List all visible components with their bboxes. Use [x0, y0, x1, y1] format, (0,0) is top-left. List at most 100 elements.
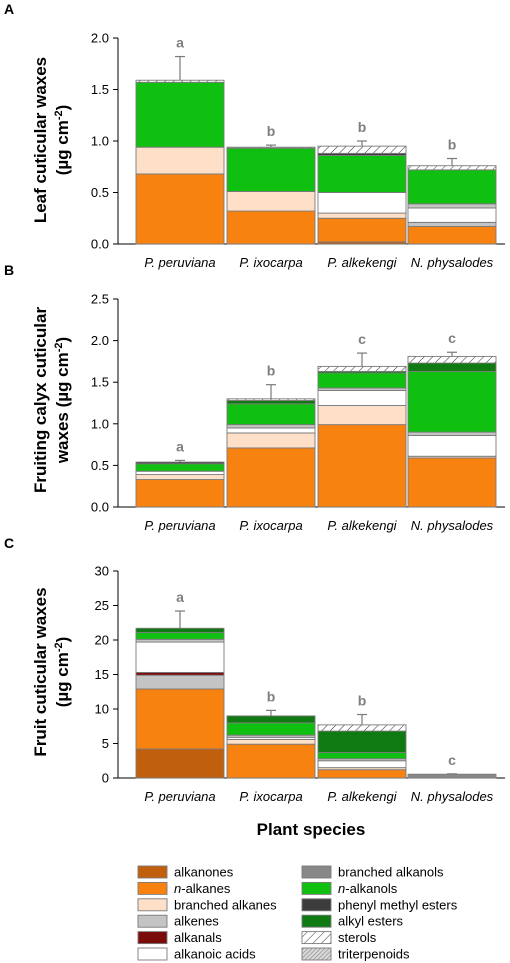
bar-segment [407, 370, 497, 433]
y-axis-title-b-exponent: -2 [53, 342, 65, 352]
significance-letter: a [176, 35, 184, 51]
bar-stack: b [226, 123, 316, 245]
y-tick-label: 2.0 [91, 333, 109, 348]
y-tick-label: 0.5 [91, 458, 109, 473]
bar-segment [317, 724, 407, 732]
bar-stack: b [317, 693, 407, 779]
legend-label: phenyl methyl esters [338, 897, 458, 912]
y-axis-title-b-close: ) [53, 337, 72, 343]
legend-swatch [301, 898, 332, 912]
category-label: P. alkekengi [327, 789, 397, 804]
bar-segment [135, 81, 225, 148]
panel-letter-c: C [4, 535, 14, 551]
bar-segment [226, 191, 316, 212]
category-label: P. alkekengi [327, 255, 397, 270]
legend-item: alkenes [137, 914, 219, 929]
bar-segment [226, 738, 316, 745]
significance-letter: c [448, 752, 456, 768]
category-label: N. physalodes [411, 789, 494, 804]
legend-item: triterpenoids [301, 947, 410, 962]
bar-segment [135, 79, 225, 83]
y-tick-label: 1.5 [91, 82, 109, 97]
bar-segment [317, 769, 407, 779]
legend-item: alkanoic acids [137, 947, 256, 962]
bar-segment [226, 400, 316, 405]
bar-segment [226, 447, 316, 508]
significance-letter: a [176, 589, 184, 605]
y-tick-label: 25 [95, 598, 109, 613]
bar-segment [317, 405, 407, 426]
bar-stack: b [407, 137, 497, 245]
y-axis-title-c-close: ) [53, 637, 72, 643]
legend-label: alkanoic acids [174, 947, 256, 962]
bar-segment [407, 203, 497, 209]
bar-segment [317, 424, 407, 508]
bar-segment [135, 146, 225, 175]
legend-label: alkanals [174, 930, 222, 945]
bar-segment [226, 427, 316, 434]
legend-swatch [137, 898, 168, 912]
bar-segment [226, 722, 316, 736]
legend-label: branched alkanes [174, 897, 277, 912]
bar-segment [317, 752, 407, 760]
significance-letter: b [267, 363, 276, 379]
bar-stack: c [407, 752, 497, 779]
legend-label: triterpenoids [338, 947, 410, 962]
y-axis-title-a-unit: (µg cm [53, 120, 72, 175]
y-tick-label: 1.0 [91, 416, 109, 431]
y-tick-label: 30 [95, 564, 109, 579]
category-label: P. peruviana [144, 789, 215, 804]
bar-segment [317, 760, 407, 769]
category-label: N. physalodes [411, 255, 494, 270]
bar-segment [226, 432, 316, 449]
bar-segment [135, 463, 225, 472]
bar-segment [407, 207, 497, 223]
y-axis-title-a-line2: (µg cm-2) [53, 105, 72, 176]
y-tick-label: 2.0 [91, 31, 109, 46]
y-axis-title-b-line1: Fruiting calyx cuticular [31, 307, 50, 493]
y-axis-title-c-unit: (µg cm [53, 652, 72, 707]
legend-item: branched alkanes [137, 897, 277, 912]
significance-letter: b [358, 693, 367, 709]
bar-segment [317, 212, 407, 219]
bar-segment [407, 773, 497, 779]
legend-item: branched alkanols [301, 865, 444, 880]
legend-swatch [137, 881, 168, 895]
significance-letter: a [176, 438, 184, 454]
y-tick-label: 10 [95, 702, 109, 717]
legend-item: n-alkanols [301, 881, 398, 896]
plot-area-c: 0 5 10 15 20 25 30 a P. peruviana b P. ixocarpa b P.… [95, 564, 505, 804]
bar-segment [317, 390, 407, 406]
bar-segment [317, 372, 407, 389]
significance-letter: b [358, 119, 367, 135]
legend-item: alkyl esters [301, 914, 404, 929]
legend-label: alkanones [174, 865, 234, 880]
panel-letter-b: B [4, 262, 14, 278]
bar-segment [317, 365, 407, 372]
y-tick-label: 2.5 [91, 292, 109, 307]
bar-segment [135, 627, 225, 633]
category-label: P. peruviana [144, 255, 215, 270]
legend-swatch [301, 881, 332, 895]
legend-label: sterols [338, 930, 377, 945]
bar-segment [407, 457, 497, 508]
bar-segment [407, 221, 497, 227]
legend-label: alkenes [174, 914, 219, 929]
significance-letter: b [267, 123, 276, 139]
bar-stack: a [135, 589, 225, 779]
bar-segment [317, 192, 407, 214]
legend-item: phenyl methyl esters [301, 897, 458, 912]
bar-segment [407, 431, 497, 436]
category-label: P. ixocarpa [239, 255, 302, 270]
legend-swatch [301, 931, 332, 945]
bar-segment [226, 424, 316, 429]
y-tick-label: 5 [102, 736, 109, 751]
bar-segment [226, 398, 316, 401]
bar-segment [317, 730, 407, 753]
category-label: N. physalodes [411, 518, 494, 533]
bar-segment [135, 173, 225, 245]
legend-label: n-alkanes [174, 881, 231, 896]
bar-segment [317, 217, 407, 243]
legend-label: alkyl esters [338, 914, 404, 929]
